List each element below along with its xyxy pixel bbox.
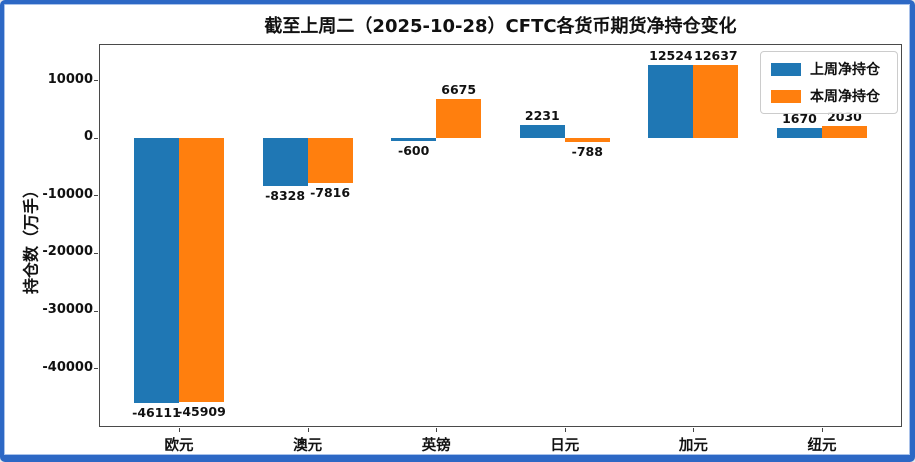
bar-value-label: 2231 [524,107,560,123]
y-tick-label: -40000 [42,359,93,375]
legend-item-上周净持仓: 上周净持仓 [771,59,887,79]
y-tick-label: 10000 [47,71,93,87]
y-tick-label: 0 [83,129,93,145]
y-tick-label: -10000 [42,186,93,202]
bar-value-label: 1670 [782,111,817,127]
x-tick-mark [307,428,309,432]
legend-item-本周净持仓: 本周净持仓 [771,86,887,106]
y-tick-mark [94,195,98,197]
y-tick-mark [94,252,98,254]
bar-value-label: -7816 [310,184,351,200]
x-tick-mark [564,428,566,432]
x-tick-label-日元: 日元 [550,438,580,454]
bar-value-label: 12637 [694,47,738,63]
x-tick-mark [436,428,438,432]
x-tick-label-欧元: 欧元 [164,438,194,454]
bar-上周净持仓-加元 [648,65,694,138]
bar-value-label: -788 [571,144,603,160]
bar-value-label: 12524 [649,48,693,64]
bar-本周净持仓-日元 [564,137,610,143]
legend-label: 上周净持仓 [810,62,880,78]
bar-value-label: -46111 [132,405,181,421]
legend: 上周净持仓本周净持仓 [760,51,898,114]
y-tick-mark [94,137,98,139]
x-tick-label-加元: 加元 [678,438,708,454]
bar-本周净持仓-英镑 [436,99,482,138]
x-tick-label-澳元: 澳元 [293,438,323,454]
y-axis-label: 持仓数（万手） [21,182,41,295]
x-tick-mark [693,428,695,432]
bar-本周净持仓-欧元 [179,137,224,403]
bar-本周净持仓-加元 [693,64,739,138]
bar-value-label: 6675 [441,82,477,98]
y-tick-mark [94,310,98,312]
bar-value-label: -600 [398,143,430,159]
y-tick-mark [94,368,98,370]
legend-rows: 上周净持仓本周净持仓 [771,59,887,106]
x-tick-label-英镑: 英镑 [421,438,451,454]
bar-本周净持仓-澳元 [307,137,353,183]
y-tick-label: -20000 [42,244,93,260]
bar-上周净持仓-澳元 [262,137,308,186]
bar-上周净持仓-英镑 [391,137,437,142]
bar-value-label: -45909 [177,404,226,420]
bar-上周净持仓-日元 [519,124,565,138]
y-tick-label: -30000 [42,302,93,318]
legend-label: 本周净持仓 [810,89,880,105]
legend-swatch-icon [771,89,801,103]
bar-本周净持仓-纽元 [822,125,867,138]
legend-swatch-icon [771,62,801,76]
bar-上周净持仓-欧元 [134,137,179,404]
x-tick-mark [822,428,823,432]
bar-value-label: -8328 [265,187,306,203]
chart-title: 截至上周二（2025-10-28）CFTC各货币期货净持仓变化 [264,16,737,37]
x-tick-mark [179,428,180,432]
bar-上周净持仓-纽元 [777,128,822,138]
y-tick-mark [94,80,98,82]
x-tick-label-纽元: 纽元 [807,438,837,454]
